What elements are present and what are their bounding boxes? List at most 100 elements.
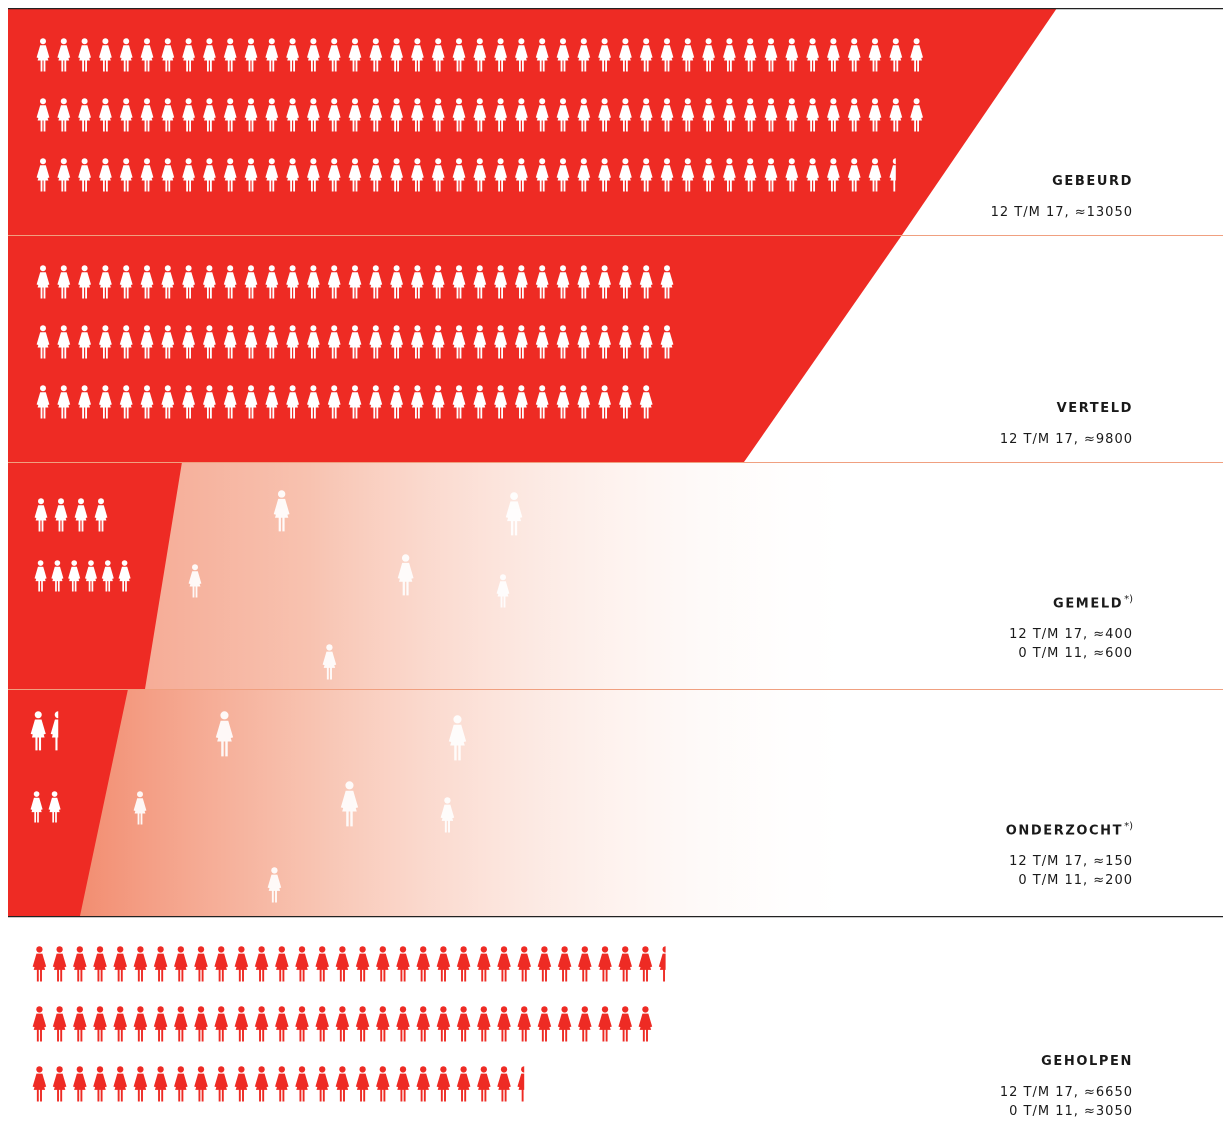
woman-figure-icon xyxy=(214,1066,228,1102)
woman-figure-icon xyxy=(473,325,487,359)
woman-figure-icon xyxy=(889,38,903,72)
woman-figure-icon xyxy=(390,265,403,299)
woman-figure-icon xyxy=(396,1066,410,1102)
label-geholpen: GEHOLPEN 12 T/M 17, ≈6650 0 T/M 11, ≈305… xyxy=(1000,1054,1133,1119)
woman-figure-icon xyxy=(577,385,591,419)
woman-figure-icon xyxy=(327,265,341,299)
woman-figure-icon xyxy=(50,711,59,751)
woman-figure-icon xyxy=(452,38,466,72)
woman-figure-icon xyxy=(578,1006,592,1042)
woman-figure-icon xyxy=(515,98,528,132)
woman-figure-icon xyxy=(119,265,133,299)
woman-figure-icon xyxy=(93,1066,107,1102)
woman-figure-icon xyxy=(639,385,653,419)
woman-figure-icon xyxy=(348,38,362,72)
woman-figure-icon xyxy=(868,158,882,192)
woman-figure-icon xyxy=(307,385,320,419)
woman-figure-icon xyxy=(78,38,91,72)
woman-figure-icon xyxy=(140,158,154,192)
label-line: 12 T/M 17, ≈400 xyxy=(1009,627,1133,643)
woman-figure-icon xyxy=(431,38,445,72)
woman-figure-icon xyxy=(416,1006,430,1042)
woman-figure-icon xyxy=(618,946,632,982)
woman-figure-icon xyxy=(315,1006,329,1042)
label-title: ONDERZOCHT*) xyxy=(1005,821,1133,839)
woman-figure-icon xyxy=(517,1006,531,1042)
woman-figure-icon xyxy=(785,38,799,72)
woman-figure-icon xyxy=(295,1006,309,1042)
woman-figure-icon xyxy=(477,1066,491,1102)
woman-figure-icon xyxy=(535,325,549,359)
woman-figure-icon xyxy=(234,1066,249,1102)
woman-figure-icon xyxy=(473,265,487,299)
woman-figure-icon xyxy=(57,158,71,192)
woman-figure-icon xyxy=(618,1006,632,1042)
woman-figure-icon xyxy=(307,38,320,72)
woman-figure-icon xyxy=(57,385,71,419)
label-line: 12 T/M 17, ≈13050 xyxy=(990,205,1133,220)
woman-figure-icon xyxy=(743,98,757,132)
woman-figure-icon xyxy=(133,791,147,825)
woman-figure-icon xyxy=(369,385,383,419)
woman-figure-icon xyxy=(348,158,362,192)
woman-figure-icon xyxy=(785,98,799,132)
woman-figure-icon xyxy=(660,38,674,72)
segment-verteld: VERTELD 12 T/M 17, ≈9800 xyxy=(8,235,1223,462)
woman-figure-icon xyxy=(214,1006,228,1042)
woman-figure-icon xyxy=(32,946,47,982)
woman-figure-icon xyxy=(34,498,48,532)
woman-figure-icon xyxy=(244,98,258,132)
woman-figure-icon xyxy=(52,1066,67,1102)
woman-figure-icon xyxy=(556,385,570,419)
woman-figure-icon xyxy=(214,946,228,982)
woman-figure-icon xyxy=(598,98,611,132)
woman-figure-icon xyxy=(78,325,91,359)
woman-figure-icon xyxy=(517,1066,525,1102)
woman-figure-icon xyxy=(194,1066,208,1102)
woman-figure-icon xyxy=(639,98,653,132)
woman-figure-icon xyxy=(473,385,487,419)
woman-figure-icon xyxy=(456,1066,471,1102)
woman-figure-icon xyxy=(234,946,249,982)
woman-figure-icon xyxy=(416,946,430,982)
woman-figure-icon xyxy=(84,560,98,592)
woman-figure-icon xyxy=(847,158,861,192)
woman-figure-icon xyxy=(36,325,50,359)
woman-figure-icon xyxy=(327,325,341,359)
woman-figure-icon xyxy=(93,1006,107,1042)
woman-figure-icon xyxy=(431,158,445,192)
woman-figure-icon xyxy=(889,158,896,192)
woman-figure-icon xyxy=(30,791,43,823)
woman-figure-icon xyxy=(182,385,195,419)
woman-figure-icon xyxy=(34,560,47,592)
woman-figure-icon xyxy=(161,265,175,299)
woman-figure-icon xyxy=(452,325,466,359)
woman-figure-icon xyxy=(369,38,383,72)
woman-figure-icon xyxy=(133,946,148,982)
woman-figure-icon xyxy=(806,158,819,192)
woman-figure-icon xyxy=(452,98,466,132)
pictogram-geholpen xyxy=(8,916,1223,1102)
woman-figure-icon xyxy=(448,715,467,761)
label-gemeld: GEMELD*) 12 T/M 17, ≈400 0 T/M 11, ≈600 xyxy=(1009,594,1133,661)
woman-figure-icon xyxy=(161,98,175,132)
woman-figure-icon xyxy=(119,38,133,72)
woman-figure-icon xyxy=(113,946,127,982)
woman-figure-icon xyxy=(161,158,175,192)
woman-figure-icon xyxy=(723,98,736,132)
woman-figure-icon xyxy=(494,158,507,192)
label-line: 0 T/M 11, ≈3050 xyxy=(1009,1104,1133,1119)
label-onderzocht: ONDERZOCHT*) 12 T/M 17, ≈150 0 T/M 11, ≈… xyxy=(1006,821,1133,888)
woman-figure-icon xyxy=(619,385,632,419)
woman-figure-icon xyxy=(619,98,632,132)
footnote-mark: *) xyxy=(1124,821,1133,832)
label-title: GEMELD*) xyxy=(1053,594,1133,612)
woman-figure-icon xyxy=(188,564,202,598)
woman-figure-icon xyxy=(868,38,882,72)
woman-figure-icon xyxy=(273,490,290,532)
woman-figure-icon xyxy=(265,38,279,72)
woman-figure-icon xyxy=(681,38,695,72)
woman-figure-icon xyxy=(267,867,282,903)
pictogram-onderzocht xyxy=(8,689,1223,916)
woman-figure-icon xyxy=(307,158,320,192)
